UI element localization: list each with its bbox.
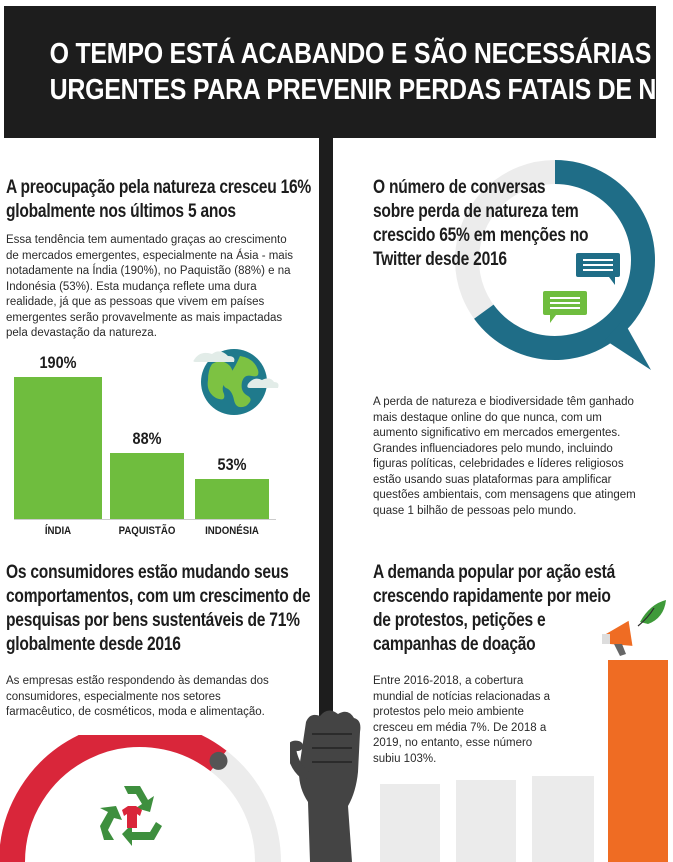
mentions-donut-chart [455,160,655,370]
twitter-heading-line: sobre perda de natureza tem [373,201,579,222]
demand-body: Entre 2016-2018, a cobertura mundial de … [373,674,550,767]
twitter-body-line: quase 1 bilhão de pessoas pelo mundo. [373,504,577,517]
bar-value-label: 190% [39,353,77,372]
twitter-body-line: estão usando suas plataformas para ampli… [373,473,612,486]
concern-body-line: Indonésia (53%). Esta mudança reflete um… [6,280,257,293]
consumers-body-line: As empresas estão respondendo às demanda… [6,675,269,687]
concern-heading: A preocupação pela natureza cresceu 16% … [6,176,378,224]
page-title-line-1: O TEMPO ESTÁ ACABANDO E SÃO NECESSÁRIAS … [49,38,673,70]
speech-tail [605,320,651,370]
demand-body-line: protestos pelo meio ambiente [373,706,524,718]
twitter-body-line: figuras políticas, celebridades e lídere… [373,458,624,470]
concern-heading-line: globalmente nos últimos 5 anos [6,201,236,222]
concern-heading-line: A preocupação pela natureza cresceu 16% [6,177,312,198]
megaphone-icon [602,600,666,656]
recycle-shirt-icon [100,786,162,846]
twitter-heading: O número de conversas sobre perda de nat… [373,176,636,272]
consumers-body: As empresas estão respondendo às demanda… [6,674,269,721]
twitter-body-line: questões ambientais, com mensagens que a… [373,489,636,501]
page-title-line-2: URGENTES PARA PREVENIR PERDAS FATAIS DE … [49,74,673,106]
demand-heading: A demanda popular por ação está crescend… [373,561,668,657]
gauge-knob [209,751,228,770]
demand-body-line: subiu 103%. [373,752,437,765]
consumers-body-line: farmacêutico, de cosméticos, moda e alim… [6,706,265,718]
concern-body: Essa tendência tem aumentado graças ao c… [6,233,293,342]
consumers-heading-line: pesquisas por bens sustentáveis de 71% [6,610,300,631]
bar-value-label: 53% [217,455,247,474]
chart-baseline [14,519,276,520]
bar-1 [110,453,184,519]
coverage-bar-2017 [456,780,516,862]
twitter-heading-line: Twitter desde 2016 [373,249,507,270]
coverage-bar-2016 [380,784,440,862]
coverage-bar-2019 [608,660,668,862]
demand-body-line: cresceu em média 7%. De 2018 a [373,721,547,734]
consumers-heading-line: globalmente desde 2016 [6,634,181,655]
demand-heading-line: campanhas de doação [373,634,536,655]
raised-hand-icon [290,710,361,862]
bar-category-label: PAQUISTÃO [118,525,176,537]
chat-bubble-blue-icon [576,253,620,285]
demand-body-line: mundial de notícias relacionadas a [373,690,551,703]
concern-body-line: Essa tendência tem aumentado graças ao c… [6,234,287,246]
twitter-heading-line: crescido 65% em menções no [373,225,589,246]
consumers-heading: Os consumidores estão mudando seus compo… [6,561,377,657]
donut-progress-arc [474,160,655,360]
sign-pole [319,138,333,788]
bar-0 [14,377,102,519]
demand-heading-line: crescendo rapidamente por meio [373,586,611,607]
sustainable-search-gauge [0,735,281,862]
bar-category-label: ÍNDIA [44,525,72,537]
demand-body-line: 2019, no entanto, esse número [373,737,533,749]
demand-body-line: Entre 2016-2018, a cobertura [373,675,524,687]
bar-2 [195,479,269,519]
chat-bubble-green-icon [543,291,587,323]
consumers-body-line: consumidores, especialmente nos setores [6,690,221,703]
twitter-body: A perda de natureza e biodiversidade têm… [373,395,636,519]
concern-body-line: realidade, já que as pessoas que vivem e… [6,296,265,308]
demand-heading-line: A demanda popular por ação está [373,562,616,583]
twitter-body-line: Grandes influenciadores pelo mundo, incl… [373,442,613,455]
coverage-bar-2018 [532,776,594,862]
bar-category-label: INDONÉSIA [205,525,259,537]
twitter-body-line: aumento significativo em mercados emerge… [373,427,621,439]
twitter-body-line: A perda de natureza e biodiversidade têm… [373,396,634,408]
globe-icon [193,349,279,415]
twitter-body-line: mais destaque online do que nunca, com u… [373,411,602,424]
consumers-heading-line: comportamentos, com um crescimento de [6,586,311,607]
title-banner: O TEMPO ESTÁ ACABANDO E SÃO NECESSÁRIAS … [4,6,673,138]
concern-body-line: notadamente na Índia (190%), no Paquistã… [6,265,291,277]
concern-body-line: pela devastação da natureza. [6,327,157,339]
bar-value-label: 88% [132,429,162,448]
twitter-heading-line: O número de conversas [373,177,546,198]
concern-body-line: emergentes serão provavelmente as mais i… [6,311,283,324]
gauge-progress-arc [0,735,227,862]
demand-heading-line: de protestos, petições e [373,610,546,631]
consumers-heading-line: Os consumidores estão mudando seus [6,562,289,583]
concern-body-line: de mercados emergentes, especialmente na… [6,249,294,262]
